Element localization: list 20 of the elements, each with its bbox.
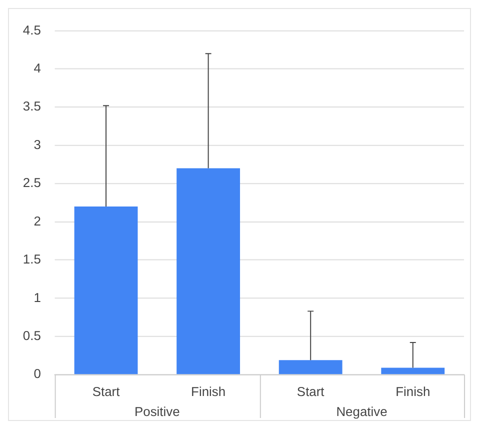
text: Negative	[336, 404, 388, 419]
bar	[74, 206, 138, 374]
y-tick-label: 0	[34, 366, 41, 382]
text: Positive	[134, 404, 180, 419]
bar	[381, 368, 445, 374]
x-tick-label: Finish	[191, 384, 226, 399]
y-tick-label: 1.5	[22, 252, 41, 267]
x-tick-label: Finish	[396, 384, 430, 399]
y-tick-label: 1	[34, 290, 41, 305]
bar	[176, 168, 240, 374]
y-tick-label: 2	[34, 213, 41, 228]
y-tick-label: 0.5	[22, 328, 41, 343]
y-tick-label: 3	[34, 136, 41, 152]
y-tick-label: 2.5	[22, 175, 41, 190]
x-tick-label: Start	[296, 384, 325, 399]
x-tick-label: Start	[92, 384, 120, 399]
y-tick-label: 4	[34, 60, 41, 76]
y-tick-label: 3.5	[22, 98, 41, 114]
y-tick-label: 4.5	[22, 22, 41, 38]
bar	[278, 360, 342, 374]
